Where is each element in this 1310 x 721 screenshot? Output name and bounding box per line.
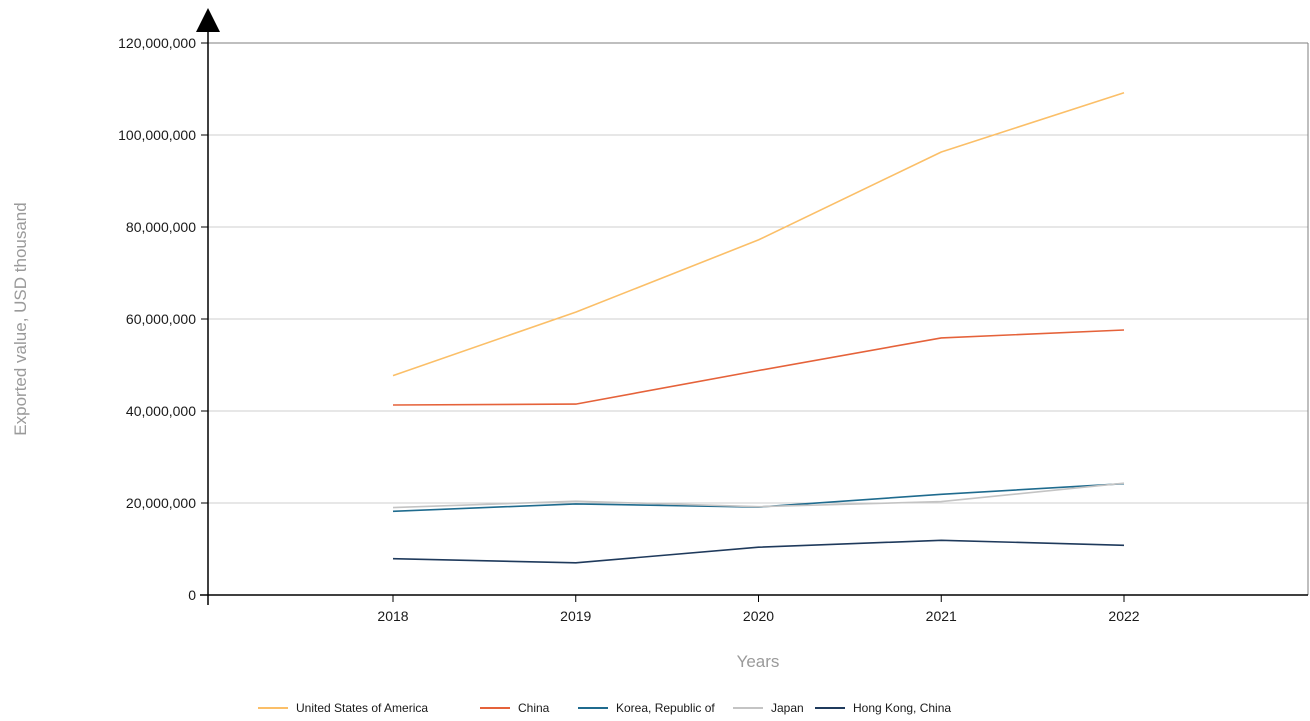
y-tick-label: 120,000,000 [118,35,196,51]
series-line-hong-kong-china [392,539,1125,564]
x-tick-label: 2022 [1108,608,1139,624]
y-axis-arrow-icon [196,8,220,32]
legend-item-japan: Japan [733,701,804,715]
axes [196,8,1308,605]
y-tick-label: 40,000,000 [126,403,196,419]
y-tick-label: 80,000,000 [126,219,196,235]
legend-item-china: China [480,701,550,715]
y-tick-label: 60,000,000 [126,311,196,327]
series-lines [392,91,1125,564]
legend-item-hong-kong-china: Hong Kong, China [815,701,951,715]
legend-label: Japan [771,701,804,715]
legend: United States of America China Korea, Repu… [258,701,951,715]
y-axis-title: Exported value, USD thousand [11,202,30,435]
series-line-china [392,329,1125,406]
legend-label: Korea, Republic of [616,701,715,715]
x-tick-label: 2021 [926,608,957,624]
x-tick-label: 2018 [377,608,408,624]
plot-frame [208,42,1309,595]
x-axis-ticks: 2018 2019 2020 2021 2022 [377,595,1140,624]
y-tick-label: 0 [188,587,196,603]
y-tick-label: 20,000,000 [126,495,196,511]
legend-item-united-states-of-america: United States of America [258,701,428,715]
series-line-united-states-of-america [392,91,1125,377]
legend-item-korea-republic-of: Korea, Republic of [578,701,715,715]
x-tick-label: 2019 [560,608,591,624]
x-axis-title: Years [737,652,780,671]
legend-label: United States of America [296,701,428,715]
gridlines [208,134,1308,504]
y-axis-ticks: 0 20,000,000 40,000,000 60,000,000 80,000,00… [118,35,208,603]
legend-label: Hong Kong, China [853,701,951,715]
legend-label: China [518,701,550,715]
x-tick-label: 2020 [743,608,774,624]
series-line-japan [392,482,1125,509]
y-tick-label: 100,000,000 [118,127,196,143]
